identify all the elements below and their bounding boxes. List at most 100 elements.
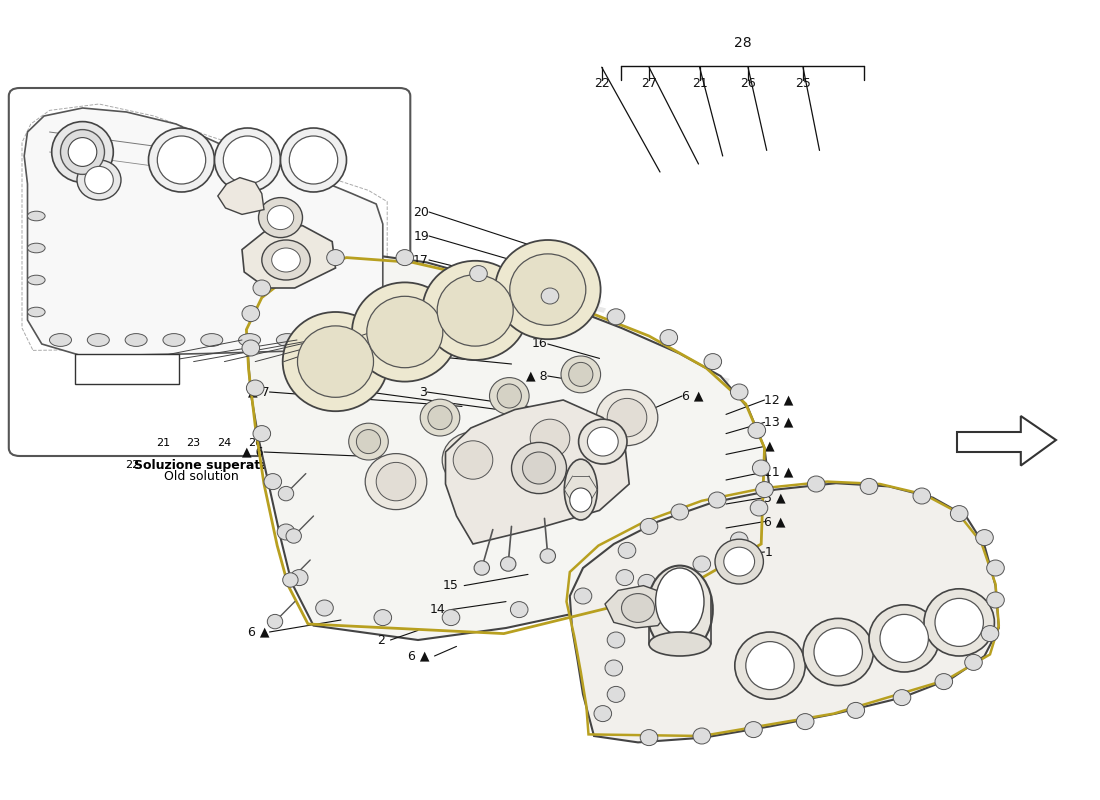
Text: ▲ 9: ▲ 9 xyxy=(379,320,401,333)
Ellipse shape xyxy=(278,486,294,501)
Ellipse shape xyxy=(470,266,487,282)
Ellipse shape xyxy=(519,410,581,466)
Ellipse shape xyxy=(376,462,416,501)
Ellipse shape xyxy=(420,399,460,436)
Ellipse shape xyxy=(68,138,97,166)
Ellipse shape xyxy=(913,488,931,504)
Text: a parts: a parts xyxy=(471,266,629,342)
Ellipse shape xyxy=(935,674,953,690)
Ellipse shape xyxy=(965,654,982,670)
Text: 1995: 1995 xyxy=(586,343,734,425)
Text: ▲: ▲ xyxy=(764,440,774,453)
Ellipse shape xyxy=(200,334,222,346)
Ellipse shape xyxy=(286,529,301,543)
Ellipse shape xyxy=(693,556,711,572)
Ellipse shape xyxy=(349,423,388,460)
Text: 28: 28 xyxy=(734,35,751,50)
Polygon shape xyxy=(605,586,669,628)
Ellipse shape xyxy=(60,130,104,174)
Ellipse shape xyxy=(570,488,592,512)
Text: 6 ▲: 6 ▲ xyxy=(764,515,786,528)
Text: ▲ 8: ▲ 8 xyxy=(526,370,548,382)
Ellipse shape xyxy=(352,282,458,382)
Text: Old solution: Old solution xyxy=(164,470,239,483)
Text: 6 ▲: 6 ▲ xyxy=(248,626,270,638)
Polygon shape xyxy=(570,483,999,742)
Text: 4: 4 xyxy=(361,386,368,398)
Text: 11 ▲: 11 ▲ xyxy=(764,466,794,478)
Ellipse shape xyxy=(157,136,206,184)
Ellipse shape xyxy=(422,261,528,360)
Ellipse shape xyxy=(267,614,283,629)
Text: 13 ▲: 13 ▲ xyxy=(764,416,794,429)
Ellipse shape xyxy=(616,570,634,586)
Ellipse shape xyxy=(87,334,109,346)
Ellipse shape xyxy=(693,728,711,744)
Polygon shape xyxy=(957,416,1056,466)
Ellipse shape xyxy=(264,474,282,490)
Ellipse shape xyxy=(704,354,722,370)
Text: ▲ 10: ▲ 10 xyxy=(361,346,390,358)
Ellipse shape xyxy=(223,136,272,184)
Ellipse shape xyxy=(77,160,121,200)
Ellipse shape xyxy=(163,334,185,346)
Ellipse shape xyxy=(574,588,592,604)
Ellipse shape xyxy=(976,530,993,546)
Ellipse shape xyxy=(85,166,113,194)
Text: 20: 20 xyxy=(414,206,429,218)
Ellipse shape xyxy=(756,482,773,498)
Ellipse shape xyxy=(242,306,260,322)
Ellipse shape xyxy=(748,422,766,438)
Ellipse shape xyxy=(893,690,911,706)
Text: 6 ▲: 6 ▲ xyxy=(407,650,429,662)
Ellipse shape xyxy=(752,460,770,476)
Ellipse shape xyxy=(579,419,627,464)
Ellipse shape xyxy=(656,568,704,635)
Ellipse shape xyxy=(618,542,636,558)
Ellipse shape xyxy=(316,600,333,616)
Ellipse shape xyxy=(750,500,768,516)
Ellipse shape xyxy=(987,560,1004,576)
Ellipse shape xyxy=(564,459,597,520)
Ellipse shape xyxy=(28,211,45,221)
Ellipse shape xyxy=(352,334,374,346)
Ellipse shape xyxy=(52,122,113,182)
Text: 21: 21 xyxy=(156,438,169,448)
Ellipse shape xyxy=(28,275,45,285)
Ellipse shape xyxy=(640,518,658,534)
Ellipse shape xyxy=(283,573,298,587)
Ellipse shape xyxy=(510,602,528,618)
Text: ▲ = 1: ▲ = 1 xyxy=(109,362,144,374)
Ellipse shape xyxy=(272,248,300,272)
Ellipse shape xyxy=(746,642,794,690)
Ellipse shape xyxy=(28,307,45,317)
Ellipse shape xyxy=(607,632,625,648)
Text: 2: 2 xyxy=(377,634,385,646)
Text: 21: 21 xyxy=(692,77,707,90)
Ellipse shape xyxy=(594,706,612,722)
Ellipse shape xyxy=(607,686,625,702)
Ellipse shape xyxy=(258,198,303,238)
Ellipse shape xyxy=(239,334,261,346)
Ellipse shape xyxy=(730,384,748,400)
Ellipse shape xyxy=(621,594,654,622)
Text: 19: 19 xyxy=(414,230,429,242)
Ellipse shape xyxy=(315,334,337,346)
Polygon shape xyxy=(24,108,383,356)
Ellipse shape xyxy=(540,549,556,563)
Ellipse shape xyxy=(880,614,928,662)
Ellipse shape xyxy=(495,240,601,339)
Ellipse shape xyxy=(860,478,878,494)
Text: 3: 3 xyxy=(419,386,427,398)
Ellipse shape xyxy=(803,618,873,686)
Ellipse shape xyxy=(442,610,460,626)
Ellipse shape xyxy=(640,730,658,746)
Ellipse shape xyxy=(242,340,260,356)
Ellipse shape xyxy=(283,312,388,411)
Text: 22: 22 xyxy=(125,460,139,470)
Ellipse shape xyxy=(280,128,346,192)
Ellipse shape xyxy=(638,574,656,590)
Ellipse shape xyxy=(512,442,566,494)
Ellipse shape xyxy=(541,288,559,304)
Ellipse shape xyxy=(276,334,298,346)
